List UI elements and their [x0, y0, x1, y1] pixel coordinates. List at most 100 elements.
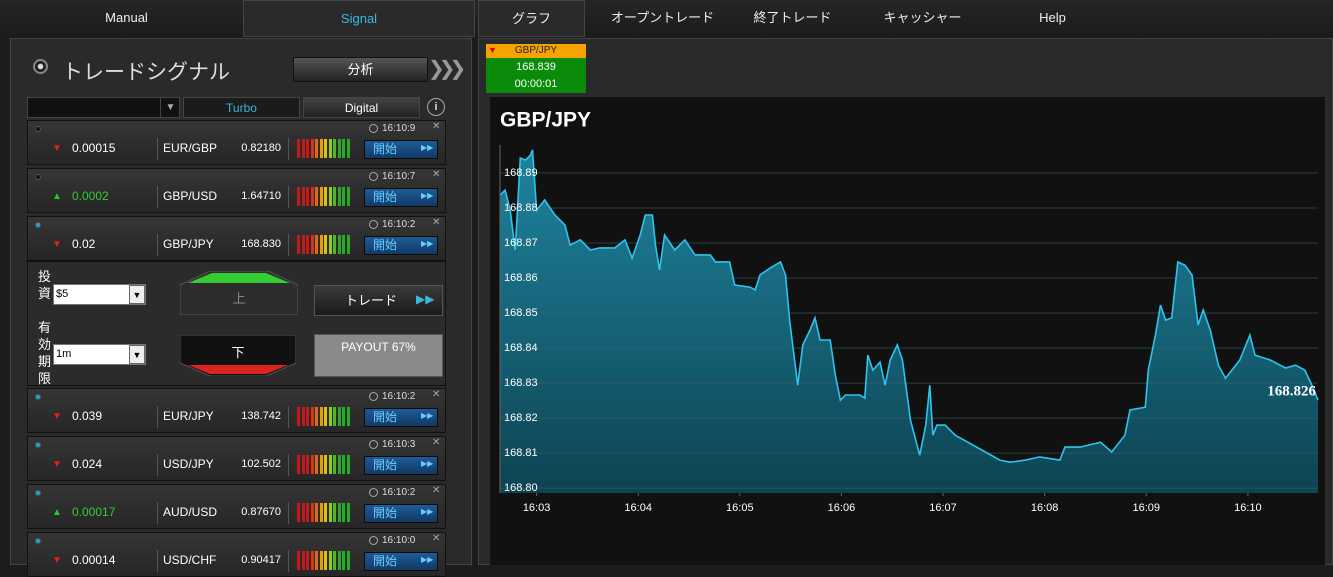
signal-price: 0.82180 [241, 142, 281, 154]
ticker-head[interactable]: GBP/JPY [486, 44, 586, 58]
meter-bar [342, 503, 345, 522]
meter-bar [324, 187, 327, 206]
separator [157, 406, 158, 428]
meter-bar [337, 139, 341, 158]
status-dot [35, 126, 41, 132]
x-tick-label: 16:03 [523, 502, 551, 514]
meter-bar [306, 139, 309, 158]
x-tick-label: 16:05 [726, 502, 754, 514]
up-button[interactable]: 上 [232, 291, 246, 306]
meter-bar [301, 407, 305, 426]
filter-tab[interactable]: Digital [303, 97, 420, 118]
meter-bar [337, 187, 341, 206]
start-button[interactable]: 開始 [364, 456, 438, 475]
meter-bar [333, 503, 336, 522]
meter-bar [297, 139, 300, 158]
signal-price: 0.87670 [241, 506, 281, 518]
nav-tab[interactable]: キャッシャー [883, 10, 962, 25]
up-button-shape[interactable] [180, 271, 298, 315]
status-dot [35, 442, 41, 448]
down-button-shape[interactable] [180, 335, 296, 376]
nav-tab[interactable]: Help [1039, 10, 1066, 25]
clock-icon [369, 392, 378, 401]
separator [288, 502, 289, 524]
clock-icon [369, 536, 378, 545]
meter-bar [310, 503, 314, 522]
signal-change: 0.00017 [72, 505, 116, 519]
start-button[interactable]: 開始 [364, 504, 438, 523]
expiry-select[interactable]: 1m [53, 344, 146, 365]
meter-bar [315, 551, 318, 570]
meter-bar [328, 503, 332, 522]
meter-bar [328, 139, 332, 158]
x-tick-label: 16:06 [828, 502, 856, 514]
meter-bar [328, 407, 332, 426]
meter-bar [346, 187, 350, 206]
start-button[interactable]: 開始 [364, 188, 438, 207]
meter-bar [306, 455, 309, 474]
clock-icon [369, 440, 378, 449]
signal-pair: USD/JPY [163, 457, 214, 471]
meter-bar [306, 235, 309, 254]
separator [288, 138, 289, 160]
meter-bar [310, 139, 314, 158]
meter-bar [315, 139, 318, 158]
signal-pair: USD/CHF [163, 553, 217, 567]
analyze-button[interactable]: 分析 [293, 57, 428, 82]
y-tick-label: 168.80 [504, 482, 538, 494]
signal-change: 0.039 [72, 409, 103, 423]
chart-title: GBP/JPY [500, 109, 591, 132]
start-button[interactable]: 開始 [364, 140, 438, 159]
meter-bar [324, 551, 327, 570]
meter-bar [337, 235, 341, 254]
meter-bar [319, 455, 323, 474]
meter-bar [324, 235, 327, 254]
meter-bar [342, 139, 345, 158]
amount-select[interactable]: $5 [53, 284, 146, 305]
nav-tab[interactable]: 終了トレード [753, 10, 832, 25]
signal-time: 16:10:2 [382, 219, 416, 230]
close-icon: ✕ [432, 437, 441, 448]
button-chevrons: ▶▶ [421, 143, 434, 152]
button-chevrons: ▶▶ [421, 191, 434, 200]
x-tick-label: 16:08 [1031, 502, 1059, 514]
filter-dropdown[interactable] [27, 97, 180, 118]
filter-tab[interactable]: Turbo [183, 97, 300, 118]
direction-arrow: ▼ [52, 239, 62, 250]
y-tick-label: 168.86 [504, 272, 538, 284]
x-tick-label: 16:07 [929, 502, 957, 514]
nav-tab[interactable]: オープントレード [610, 10, 715, 25]
info-icon[interactable]: i [427, 98, 445, 116]
separator [288, 454, 289, 476]
payout-box: PAYOUT 67% [314, 334, 443, 377]
trade-button[interactable]: トレード [314, 285, 443, 316]
meter-bar [315, 407, 318, 426]
signal-change: 0.00015 [72, 141, 116, 155]
x-tick-label: 16:09 [1133, 502, 1161, 514]
nav-tab-active[interactable]: Signal [243, 0, 475, 37]
meter-bar [319, 235, 323, 254]
direction-arrow: ▲ [52, 507, 62, 518]
meter-bar [337, 551, 341, 570]
y-tick-label: 168.88 [504, 202, 538, 214]
down-button[interactable]: 下 [231, 345, 245, 360]
signal-price: 1.64710 [241, 190, 281, 202]
start-button[interactable]: 開始 [364, 236, 438, 255]
direction-arrow: ▼ [52, 143, 62, 154]
meter-bar [333, 139, 336, 158]
meter-bar [346, 503, 350, 522]
meter-bar [319, 551, 323, 570]
meter-bar [342, 455, 345, 474]
meter-bar [333, 407, 336, 426]
y-tick-label: 168.82 [504, 412, 538, 424]
meter-bar [297, 455, 300, 474]
meter-bar [301, 139, 305, 158]
meter-bar [319, 139, 323, 158]
meter-bar [346, 139, 350, 158]
signal-pair: EUR/JPY [163, 409, 214, 423]
start-button[interactable]: 開始 [364, 408, 438, 427]
amount-label: 投資 [38, 269, 52, 301]
nav-tab[interactable]: Manual [105, 10, 148, 25]
nav-tab-active[interactable]: グラフ [478, 0, 585, 37]
y-tick-label: 168.81 [504, 447, 538, 459]
